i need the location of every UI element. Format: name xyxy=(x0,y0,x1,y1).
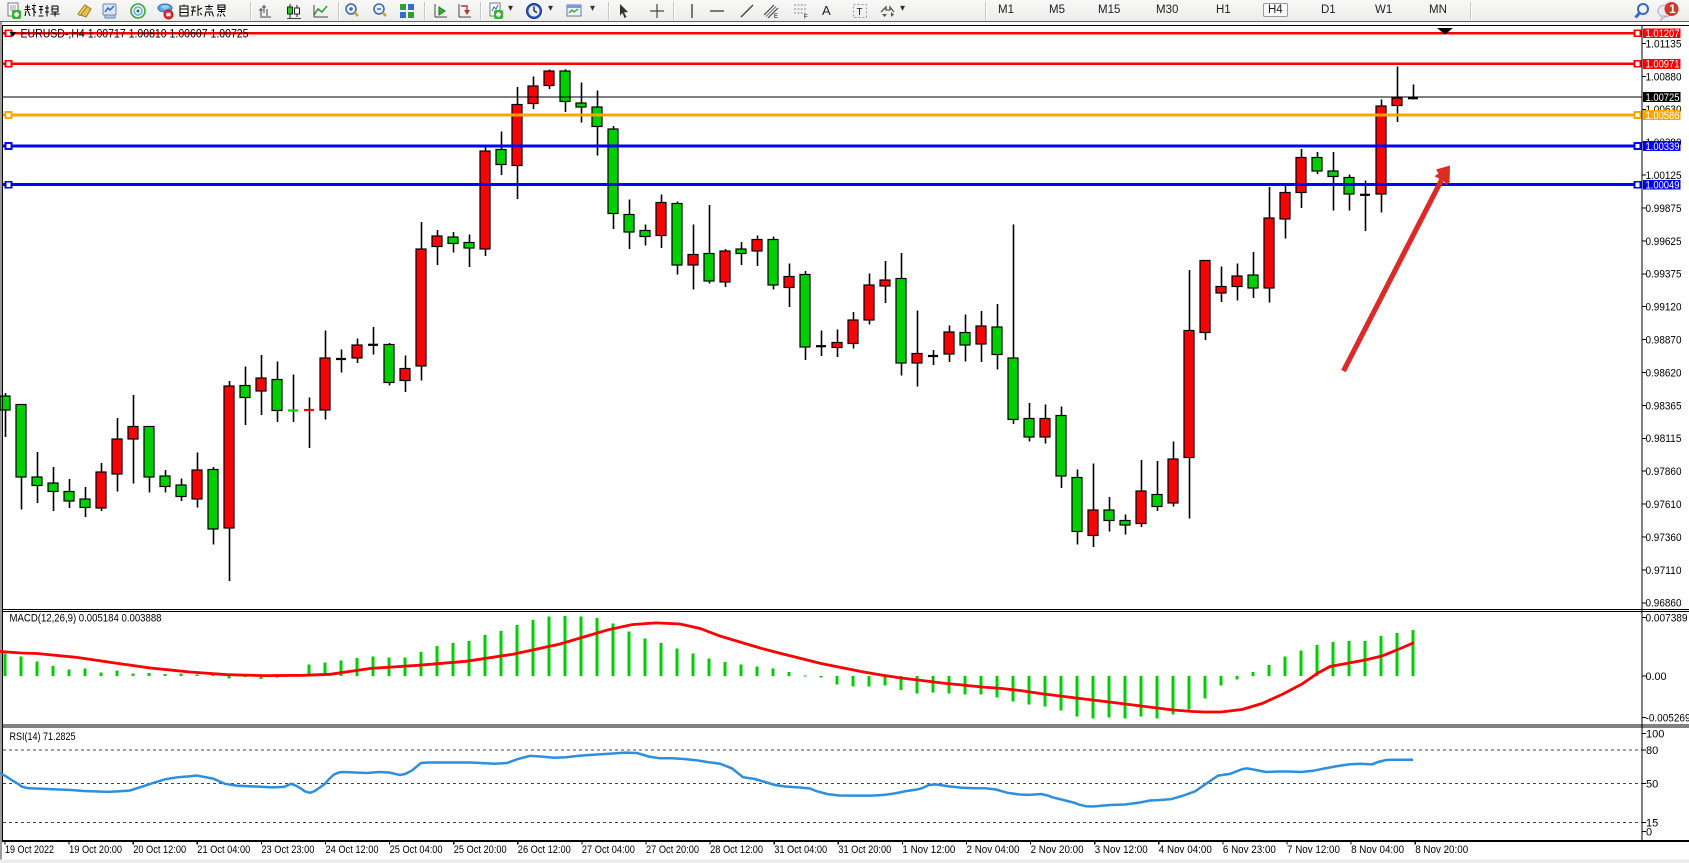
svg-text:50: 50 xyxy=(1646,779,1658,791)
svg-text:31 Oct 04:00: 31 Oct 04:00 xyxy=(774,844,827,856)
svg-text:4 Nov 04:00: 4 Nov 04:00 xyxy=(1159,844,1212,856)
svg-text:15: 15 xyxy=(1646,817,1658,829)
svg-text:0.97860: 0.97860 xyxy=(1646,466,1682,478)
svg-text:0.96860: 0.96860 xyxy=(1646,598,1682,610)
svg-text:28 Oct 12:00: 28 Oct 12:00 xyxy=(710,844,763,856)
svg-text:T: T xyxy=(857,7,863,18)
svg-text:0.99375: 0.99375 xyxy=(1646,269,1682,281)
svg-text:-0.005269: -0.005269 xyxy=(1646,713,1689,725)
svg-text:8 Nov 04:00: 8 Nov 04:00 xyxy=(1351,844,1404,856)
svg-text:1.00125: 1.00125 xyxy=(1646,170,1682,182)
svg-text:1.00339: 1.00339 xyxy=(1646,141,1680,153)
svg-text:0.97110: 0.97110 xyxy=(1646,565,1682,577)
svg-text:27 Oct 04:00: 27 Oct 04:00 xyxy=(582,844,635,856)
svg-text:6 Nov 23:00: 6 Nov 23:00 xyxy=(1223,844,1276,856)
svg-text:2 Nov 04:00: 2 Nov 04:00 xyxy=(967,844,1020,856)
svg-text:F: F xyxy=(804,15,808,21)
svg-text:100: 100 xyxy=(1646,728,1664,740)
svg-text:7 Nov 12:00: 7 Nov 12:00 xyxy=(1287,844,1340,856)
svg-text:0.97610: 0.97610 xyxy=(1646,499,1682,511)
svg-text:0: 0 xyxy=(1646,826,1652,838)
svg-text:1 Nov 12:00: 1 Nov 12:00 xyxy=(902,844,955,856)
svg-text:0.98870: 0.98870 xyxy=(1646,335,1682,347)
svg-text:0.98115: 0.98115 xyxy=(1646,433,1682,445)
svg-text:19 Oct 20:00: 19 Oct 20:00 xyxy=(69,844,122,856)
svg-text:25 Oct 04:00: 25 Oct 04:00 xyxy=(390,844,443,856)
svg-text:0.007389: 0.007389 xyxy=(1646,613,1688,625)
svg-text:1.00880: 1.00880 xyxy=(1646,71,1682,83)
svg-text:0.98620: 0.98620 xyxy=(1646,367,1682,379)
svg-text:E: E xyxy=(774,14,778,20)
svg-text:3 Nov 12:00: 3 Nov 12:00 xyxy=(1095,844,1148,856)
svg-text:1: 1 xyxy=(1669,4,1676,16)
svg-text:24 Oct 12:00: 24 Oct 12:00 xyxy=(326,844,379,856)
svg-text:0.99120: 0.99120 xyxy=(1646,302,1682,314)
svg-text:20 Oct 12:00: 20 Oct 12:00 xyxy=(133,844,186,856)
svg-text:EURUSD-,H4 1.00717 1.00810 1.: EURUSD-,H4 1.00717 1.00810 1.00607 1.007… xyxy=(21,27,249,41)
svg-text:1.01207: 1.01207 xyxy=(1646,28,1680,40)
svg-text:21 Oct 04:00: 21 Oct 04:00 xyxy=(197,844,250,856)
svg-text:0.99875: 0.99875 xyxy=(1646,203,1682,215)
svg-text:8 Nov 20:00: 8 Nov 20:00 xyxy=(1415,844,1468,856)
svg-text:1.00586: 1.00586 xyxy=(1646,110,1680,122)
svg-text:1.01135: 1.01135 xyxy=(1646,38,1682,50)
svg-text:1.00049: 1.00049 xyxy=(1646,180,1680,192)
svg-text:0.00: 0.00 xyxy=(1646,671,1667,683)
svg-text:0.97360: 0.97360 xyxy=(1646,532,1682,544)
svg-text:19 Oct 2022: 19 Oct 2022 xyxy=(5,844,54,856)
svg-text:1.00725: 1.00725 xyxy=(1646,92,1680,104)
svg-text:23 Oct 23:00: 23 Oct 23:00 xyxy=(261,844,314,856)
svg-text:MACD(12,26,9) 0.005184 0.00388: MACD(12,26,9) 0.005184 0.003888 xyxy=(10,613,162,625)
svg-text:31 Oct 20:00: 31 Oct 20:00 xyxy=(838,844,891,856)
svg-text:RSI(14) 71.2825: RSI(14) 71.2825 xyxy=(10,731,76,743)
svg-text:2 Nov 20:00: 2 Nov 20:00 xyxy=(1031,844,1084,856)
svg-text:25 Oct 20:00: 25 Oct 20:00 xyxy=(454,844,507,856)
svg-text:0.99625: 0.99625 xyxy=(1646,236,1682,248)
svg-text:27 Oct 20:00: 27 Oct 20:00 xyxy=(646,844,699,856)
svg-text:80: 80 xyxy=(1646,745,1658,757)
svg-text:1.00971: 1.00971 xyxy=(1646,59,1680,71)
svg-text:0.98365: 0.98365 xyxy=(1646,400,1682,412)
svg-text:26 Oct 12:00: 26 Oct 12:00 xyxy=(518,844,571,856)
